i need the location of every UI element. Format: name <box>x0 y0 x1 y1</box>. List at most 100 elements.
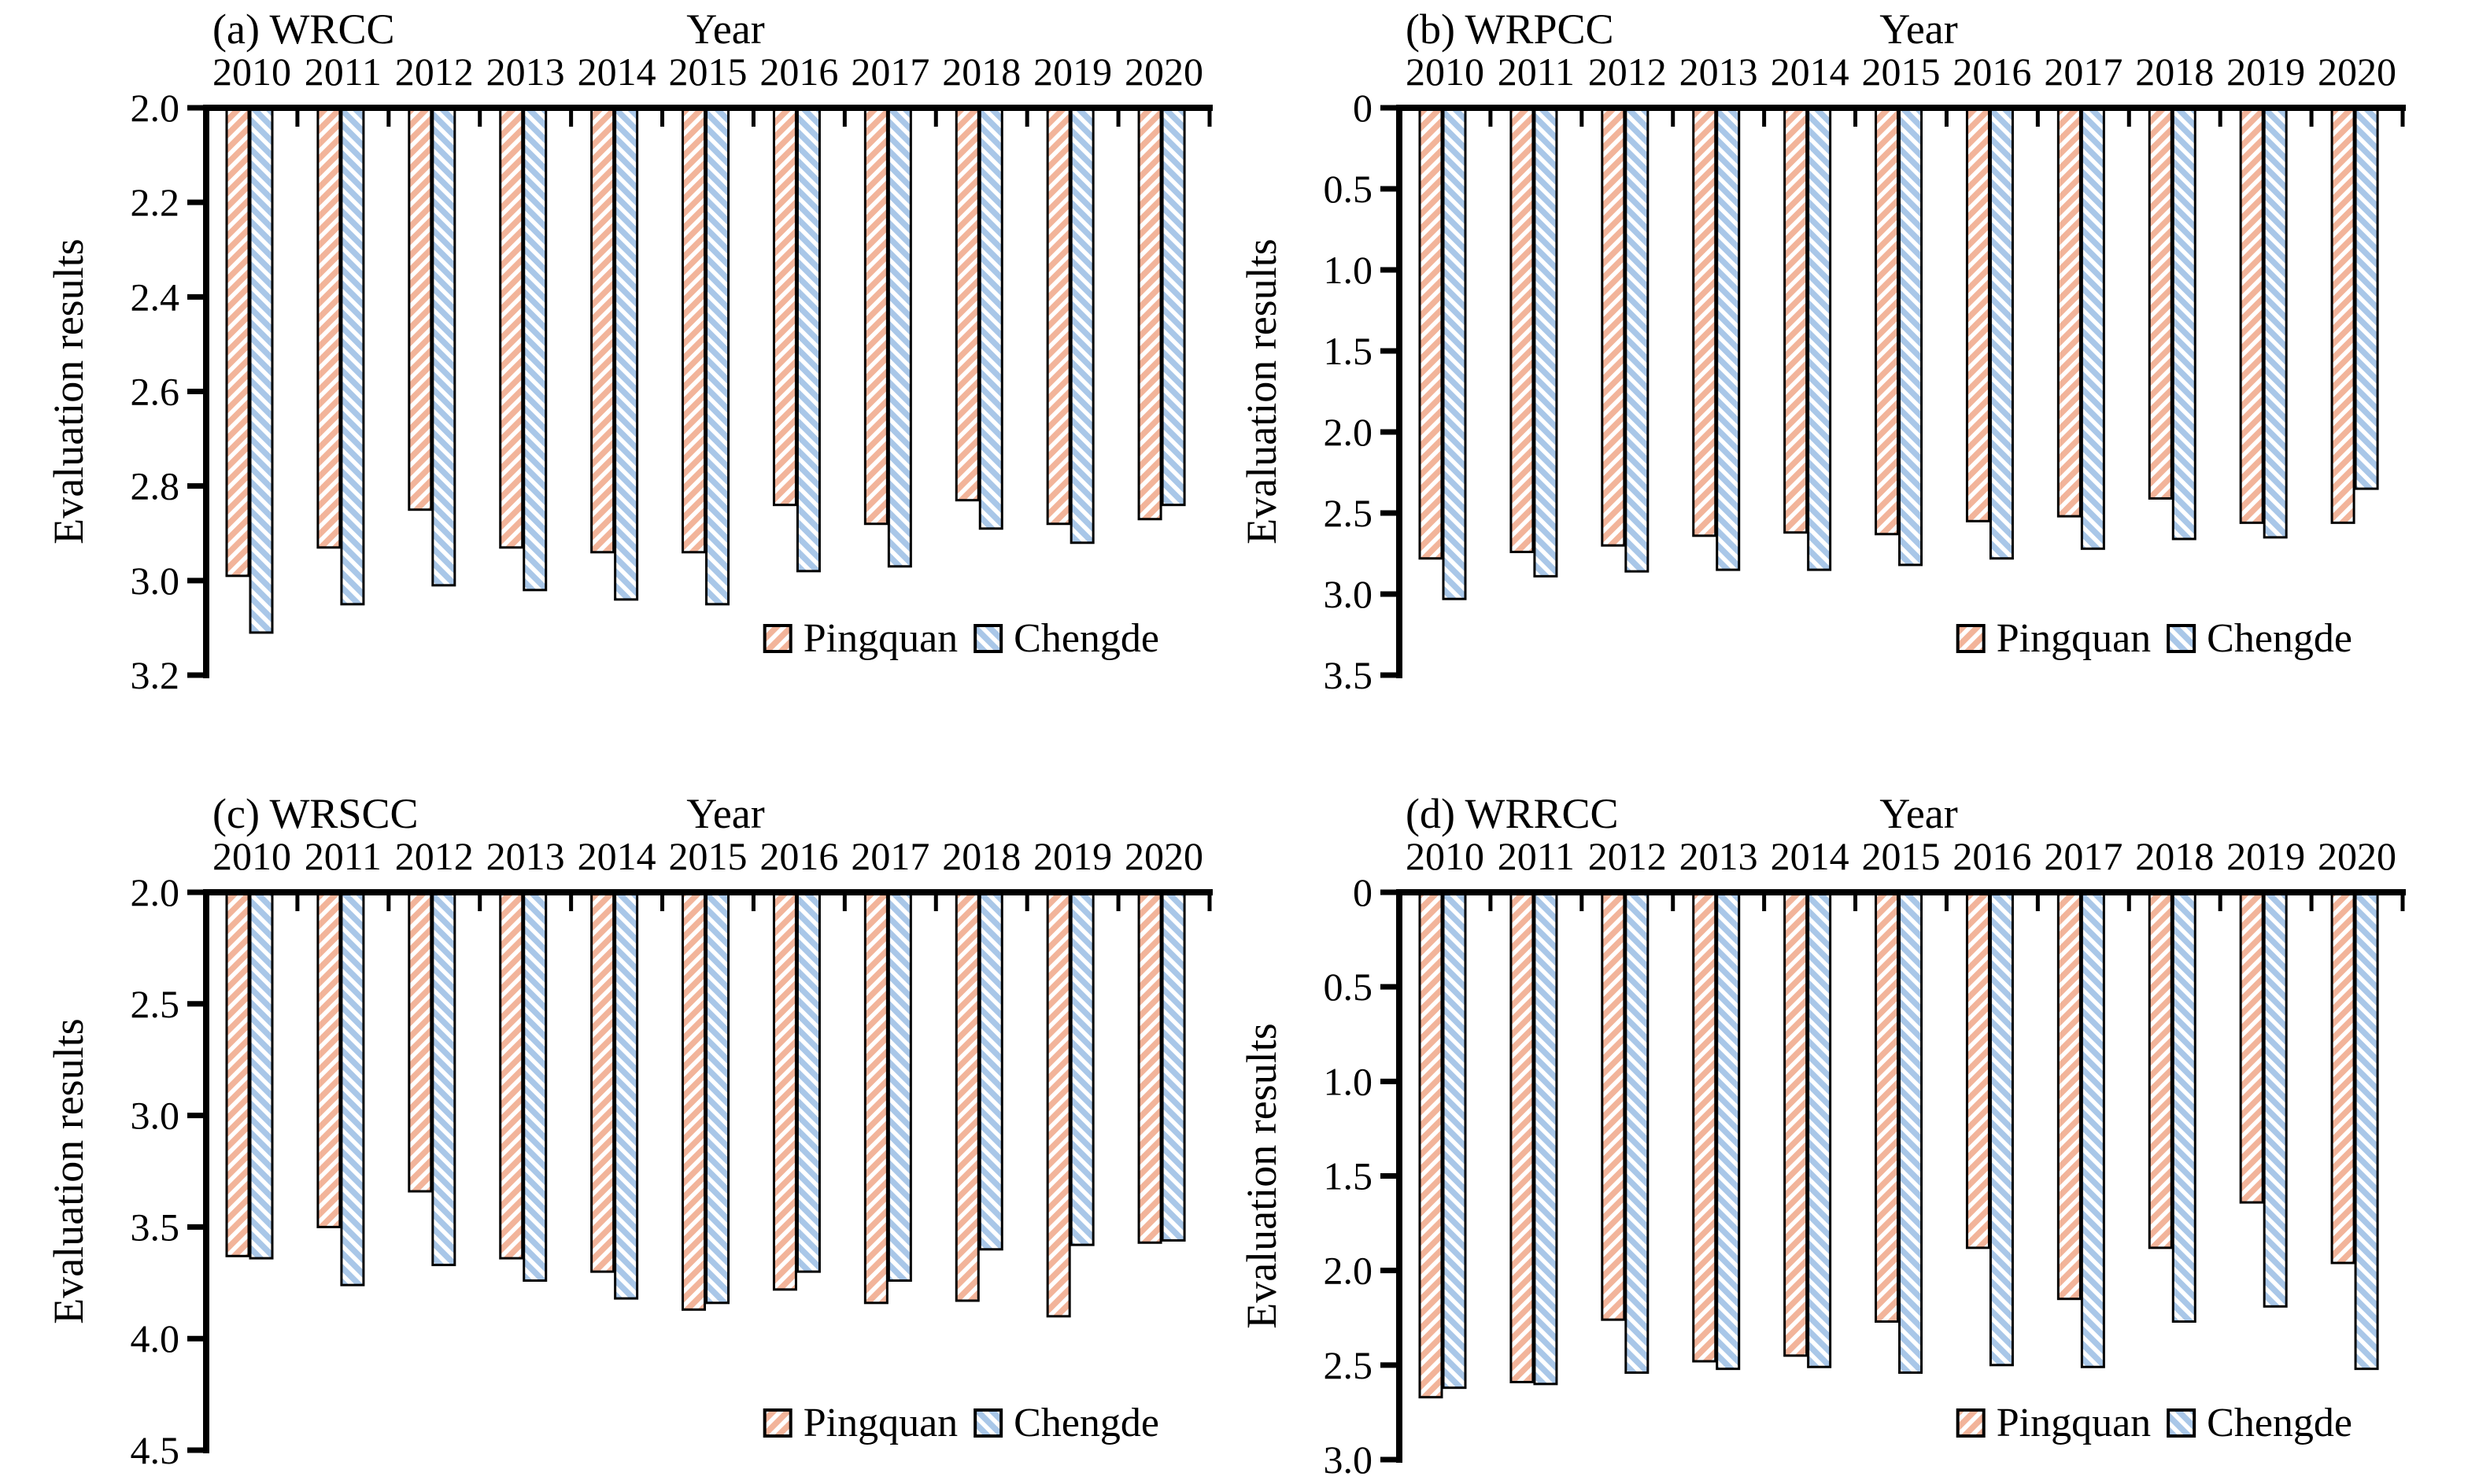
bar-chengde-2011 <box>340 106 365 606</box>
bar-chengde-2012 <box>1624 891 1650 1374</box>
legend-swatch-pingquan <box>1956 624 1986 653</box>
bar-pingquan-2015 <box>1875 891 1900 1323</box>
year-label: 2010 <box>212 834 291 878</box>
y-tick-label: 3.0 <box>131 1094 180 1138</box>
year-label: 2011 <box>305 834 382 878</box>
year-label: 2016 <box>759 834 838 878</box>
panel-c: 2.0 2.5 3.0 3.5 4.0 4.5 2010 2011 2012 2013 2014 20… <box>45 790 1213 1472</box>
year-label: 2011 <box>1498 834 1575 878</box>
bar-pingquan-2016 <box>1965 891 1990 1250</box>
panel-title: (d) WRRCC <box>1406 790 1619 837</box>
year-label: 2017 <box>2044 50 2122 94</box>
year-label: 2012 <box>395 834 474 878</box>
bar-chengde-2013 <box>1716 891 1741 1371</box>
y-tick-label: 3.5 <box>1324 653 1373 697</box>
bar-chengde-2011 <box>340 891 365 1287</box>
year-label: 2013 <box>1679 50 1758 94</box>
bar-pingquan-2012 <box>408 891 433 1193</box>
legend-swatch-chengde <box>2167 624 2196 653</box>
y-tick-label: 3.0 <box>1324 572 1373 616</box>
year-label: 2015 <box>669 834 748 878</box>
bar-pingquan-2015 <box>682 106 707 554</box>
bar-pingquan-2020 <box>1137 106 1162 521</box>
bar-pingquan-2017 <box>2056 106 2082 518</box>
y-tick-label: 1.5 <box>1324 329 1373 373</box>
bar-pingquan-2010 <box>1418 891 1443 1399</box>
y-tick-label: 2.6 <box>131 370 180 414</box>
bar-chengde-2010 <box>249 106 274 634</box>
bar-chengde-2015 <box>1898 891 1923 1374</box>
bar-chengde-2010 <box>1442 106 1467 600</box>
year-label: 2016 <box>759 50 838 94</box>
bar-chengde-2017 <box>887 106 912 568</box>
bar-pingquan-2019 <box>2239 891 2264 1204</box>
bar-pingquan-2014 <box>1783 106 1808 534</box>
bar-chengde-2015 <box>705 106 730 606</box>
panel-title: (b) WRPCC <box>1406 6 1614 53</box>
panel-b: 0 0.5 1.0 1.5 2.0 2.5 3.0 3.5 2010 2011 2012 2013 20… <box>1238 6 2406 697</box>
xaxis-title: Year <box>1879 790 1958 837</box>
bar-pingquan-2015 <box>1875 106 1900 536</box>
bar-pingquan-2018 <box>955 106 980 502</box>
bar-chengde-2014 <box>1807 106 1832 571</box>
bar-chengde-2018 <box>978 891 1003 1251</box>
year-label: 2013 <box>486 834 565 878</box>
bar-chengde-2015 <box>1898 106 1923 567</box>
legend-swatch-pingquan <box>1956 1408 1986 1438</box>
bar-chengde-2019 <box>2263 891 2288 1308</box>
year-label: 2019 <box>2226 50 2305 94</box>
panel-a: 2.0 2.2 2.4 2.6 2.8 3.0 3.2 2010 2011 2012 2013 201… <box>45 6 1213 697</box>
year-label: 2012 <box>1588 50 1667 94</box>
bar-pingquan-2018 <box>955 891 980 1302</box>
legend-label-pingquan: Pingquan <box>804 616 958 661</box>
bar-chengde-2016 <box>796 891 821 1273</box>
y-tick-label: 2.5 <box>1324 491 1373 535</box>
year-label: 2019 <box>2226 834 2305 878</box>
bar-chengde-2018 <box>2171 891 2196 1323</box>
xaxis-title: Year <box>686 790 765 837</box>
bar-chengde-2017 <box>887 891 912 1282</box>
bar-chengde-2013 <box>523 106 548 592</box>
bar-chengde-2017 <box>2080 106 2105 550</box>
bar-pingquan-2012 <box>408 106 433 511</box>
year-label: 2020 <box>1125 834 1203 878</box>
bar-pingquan-2019 <box>1046 106 1071 526</box>
bar-chengde-2012 <box>1624 106 1650 573</box>
xaxis-title: Year <box>686 6 765 53</box>
bar-pingquan-2018 <box>2148 891 2173 1250</box>
bar-pingquan-2019 <box>1046 891 1071 1318</box>
bar-pingquan-2014 <box>1783 891 1808 1357</box>
y-tick-label: 2.0 <box>131 870 180 914</box>
bar-pingquan-2013 <box>1692 106 1717 537</box>
bar-pingquan-2012 <box>1601 106 1626 547</box>
year-label: 2019 <box>1033 834 1112 878</box>
bar-chengde-2018 <box>978 106 1003 530</box>
bar-chengde-2020 <box>2354 106 2379 490</box>
bar-pingquan-2020 <box>2330 891 2355 1264</box>
legend-label-chengde: Chengde <box>1014 616 1159 661</box>
bar-chengde-2011 <box>1533 106 1558 578</box>
y-tick-label: 0 <box>1353 86 1373 130</box>
y-tick-label: 1.0 <box>1324 248 1373 292</box>
y-tick-label: 4.5 <box>131 1428 180 1472</box>
year-label: 2018 <box>942 50 1021 94</box>
year-label: 2020 <box>1125 50 1203 94</box>
bar-chengde-2014 <box>614 106 639 601</box>
legend-swatch-chengde <box>973 624 1003 653</box>
bar-pingquan-2017 <box>863 891 889 1305</box>
bar-pingquan-2010 <box>225 891 250 1257</box>
bar-chengde-2020 <box>2354 891 2379 1371</box>
bar-chengde-2017 <box>2080 891 2105 1368</box>
legend-swatch-pingquan <box>763 1408 792 1438</box>
year-label: 2012 <box>1588 834 1667 878</box>
bar-pingquan-2014 <box>590 891 615 1273</box>
bar-chengde-2010 <box>1442 891 1467 1390</box>
bar-chengde-2019 <box>1070 106 1095 545</box>
year-label: 2014 <box>578 834 656 878</box>
year-label: 2013 <box>486 50 565 94</box>
bar-pingquan-2013 <box>499 106 524 549</box>
year-label: 2015 <box>1862 50 1941 94</box>
bar-chengde-2016 <box>796 106 821 573</box>
y-tick-label: 3.0 <box>131 559 180 603</box>
